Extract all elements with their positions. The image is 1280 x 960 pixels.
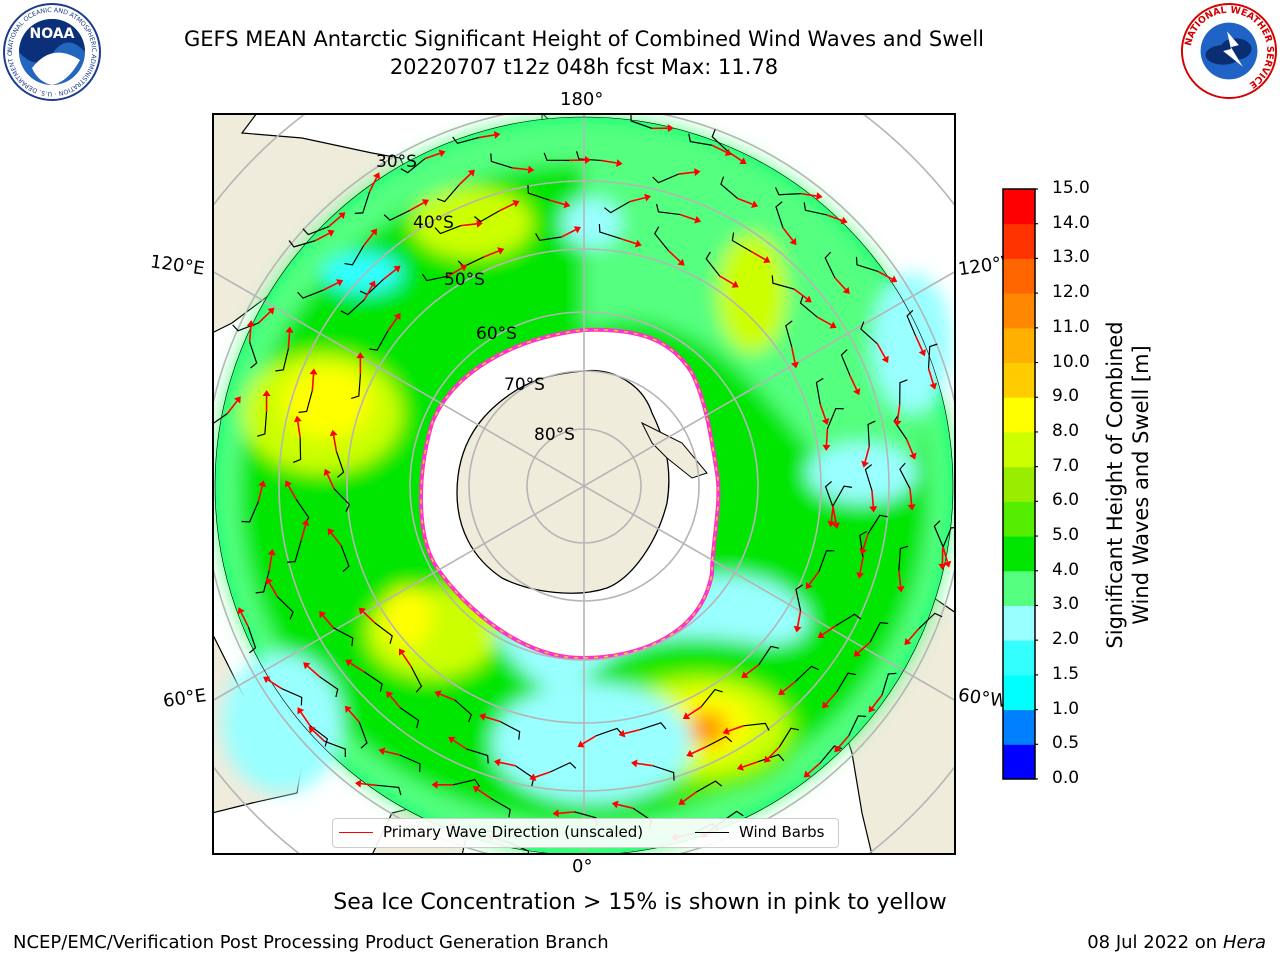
host-name: Hera [1223, 932, 1266, 953]
colorbar-label-line1: Significant Height of Combined [1102, 321, 1128, 648]
lat-label-40s: 40°S [413, 213, 454, 233]
colorbar-tick-label: 1.0 [1052, 699, 1079, 719]
date-line: 08 Jul 2022 on Hera [1087, 932, 1266, 953]
colorbar-tick-label: 13.0 [1052, 247, 1090, 267]
lat-label-70s: 70°S [504, 375, 545, 395]
wind-barbs-legend-label: Wind Barbs [739, 823, 824, 841]
wind-barbs-legend-swatch [695, 832, 729, 833]
chart-subtitle: 20220707 t12z 048h fcst Max: 11.78 [0, 55, 1168, 79]
lat-label-60s: 60°S [476, 324, 517, 344]
lat-label-30s: 30°S [376, 152, 417, 172]
colorbar [1002, 188, 1038, 782]
colorbar-tick-label: 12.0 [1052, 282, 1090, 302]
primary-wave-legend-label: Primary Wave Direction (unscaled) [383, 823, 643, 841]
colorbar-band [1003, 675, 1035, 710]
lat-label-50s: 50°S [444, 270, 485, 290]
colorbar-band [1003, 710, 1035, 745]
colorbar-band [1003, 293, 1035, 328]
colorbar-band [1003, 571, 1035, 606]
colorbar-tick-label: 8.0 [1052, 421, 1079, 441]
colorbar-band [1003, 432, 1035, 467]
lon-label-60e: 60°E [162, 685, 208, 712]
colorbar-tick-label: 3.0 [1052, 594, 1079, 614]
colorbar-band [1003, 189, 1035, 224]
colorbar-tick-label: 9.0 [1052, 386, 1079, 406]
credit-line: NCEP/EMC/Verification Post Processing Pr… [13, 932, 609, 953]
colorbar-tick-label: 14.0 [1052, 213, 1090, 233]
colorbar-tick-label: 4.0 [1052, 560, 1079, 580]
map-legend: Primary Wave Direction (unscaled) Wind B… [332, 818, 839, 848]
colorbar-tick-label: 11.0 [1052, 317, 1090, 337]
colorbar-tick-label: 15.0 [1052, 178, 1090, 198]
colorbar-band [1003, 224, 1035, 259]
run-date: 08 Jul 2022 on [1087, 932, 1217, 953]
colorbar-tick-label: 0.0 [1052, 768, 1079, 788]
colorbar-band [1003, 363, 1035, 398]
antarctic-wave-map [212, 113, 956, 855]
colorbar-band [1003, 328, 1035, 363]
colorbar-band [1003, 640, 1035, 675]
nws-logo: NATIONAL WEATHER SERVICE [1180, 2, 1278, 100]
sea-ice-note: Sea Ice Concentration > 15% is shown in … [0, 890, 1280, 915]
lon-label-120e: 120°E [149, 251, 206, 279]
colorbar-label-line2: Wind Waves and Swell [m] [1128, 321, 1154, 648]
colorbar-band [1003, 744, 1035, 779]
colorbar-tick-label: 6.0 [1052, 490, 1079, 510]
colorbar-label: Significant Height of Combined Wind Wave… [1102, 321, 1154, 648]
colorbar-tick-label: 2.0 [1052, 629, 1079, 649]
colorbar-tick-label: 1.5 [1052, 664, 1079, 684]
noaa-logo-name: NOAA [30, 26, 75, 42]
colorbar-band [1003, 258, 1035, 293]
colorbar-band [1003, 397, 1035, 432]
chart-title: GEFS MEAN Antarctic Significant Height o… [0, 27, 1168, 51]
noaa-logo: NATIONAL OCEANIC AND ATMOSPHERIC ADMINIS… [2, 2, 102, 102]
colorbar-tick-label: 0.5 [1052, 733, 1079, 753]
colorbar-tick-label: 5.0 [1052, 525, 1079, 545]
colorbar-tick-label: 7.0 [1052, 456, 1079, 476]
lat-label-80s: 80°S [534, 425, 575, 445]
colorbar-band [1003, 501, 1035, 536]
colorbar-band [1003, 467, 1035, 502]
colorbar-band [1003, 605, 1035, 640]
lon-label-0: 0° [572, 856, 592, 877]
colorbar-tick-label: 10.0 [1052, 352, 1090, 372]
lon-label-180: 180° [560, 89, 603, 110]
primary-wave-legend-swatch [339, 832, 373, 833]
colorbar-band [1003, 536, 1035, 571]
